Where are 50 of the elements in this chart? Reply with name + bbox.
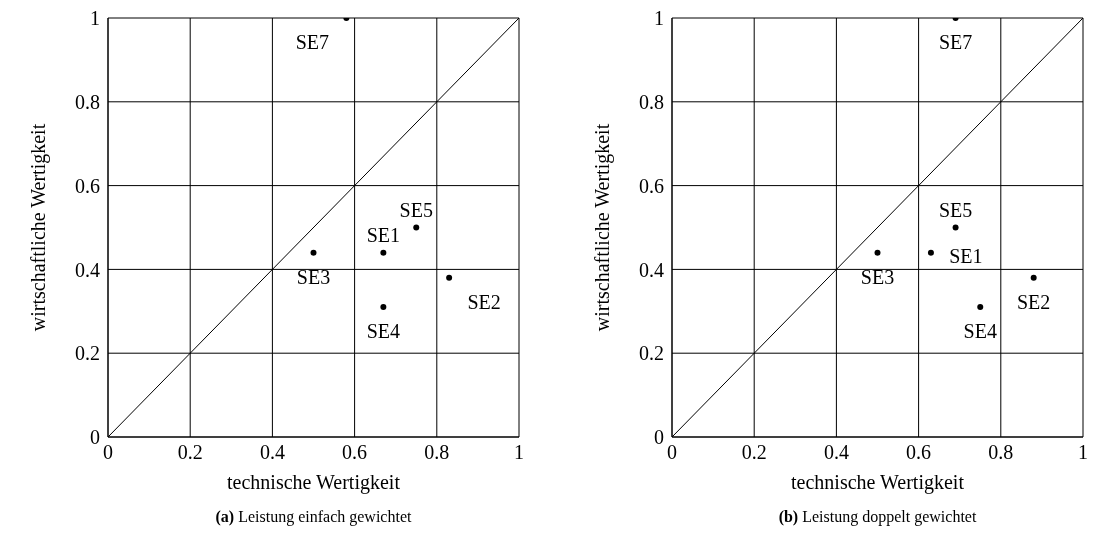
series-label: SE7 bbox=[295, 31, 330, 53]
series-label: SE3 bbox=[296, 265, 331, 288]
point bbox=[380, 304, 387, 311]
x-tick-label: 0.4 bbox=[259, 441, 285, 464]
y-tick-label: 1 bbox=[90, 7, 100, 30]
point bbox=[446, 274, 453, 281]
y-tick-label: 0.2 bbox=[75, 342, 100, 365]
point bbox=[1030, 274, 1037, 281]
series-label: SE7 bbox=[938, 31, 973, 53]
text: (a) Leistung einfach gewichtet bbox=[214, 508, 413, 526]
x-tick-label: 0.8 bbox=[424, 441, 450, 464]
y-tick-label: 1 bbox=[654, 7, 664, 30]
x-tick-label: 0.4 bbox=[823, 441, 849, 464]
y-tick-label: 0.8 bbox=[639, 90, 664, 113]
x-axis-title: technische Wertigkeit bbox=[791, 471, 965, 494]
x-tick-label: 0.8 bbox=[988, 441, 1014, 464]
y-tick-label: 0.6 bbox=[639, 174, 664, 197]
series-label: SE2 bbox=[467, 290, 501, 313]
point bbox=[413, 224, 420, 231]
text: (b) Leistung doppelt gewichtet bbox=[777, 508, 978, 526]
point bbox=[310, 249, 317, 256]
y-tick-label: 0.8 bbox=[75, 90, 100, 113]
series-label: SE5 bbox=[399, 198, 433, 221]
x-tick-label: 0.2 bbox=[177, 441, 203, 464]
series-label: SE1 bbox=[949, 244, 983, 267]
x-tick-label: 0.6 bbox=[342, 441, 368, 464]
y-tick-label: 0.4 bbox=[639, 258, 664, 281]
y-tick-label: 0.2 bbox=[639, 342, 664, 365]
point bbox=[927, 249, 934, 256]
y-tick-label: 0 bbox=[90, 426, 100, 449]
x-axis-title: technische Wertigkeit bbox=[227, 471, 401, 494]
x-tick-label: 1 bbox=[514, 441, 524, 464]
series-label: SE2 bbox=[1017, 290, 1051, 313]
series-label: SE4 bbox=[963, 320, 997, 343]
y-tick-label: 0.4 bbox=[75, 258, 100, 281]
x-tick-label: 0.6 bbox=[906, 441, 932, 464]
point bbox=[977, 304, 984, 311]
x-tick-label: 0.2 bbox=[741, 441, 767, 464]
y-tick-label: 0.6 bbox=[75, 174, 100, 197]
series-label: SE4 bbox=[366, 320, 401, 343]
series-label: SE1 bbox=[366, 223, 401, 246]
y-tick-label: 0 bbox=[654, 426, 664, 449]
y-axis-title: wirtschaftliche Wertigkeit bbox=[591, 123, 615, 332]
x-tick-label: 1 bbox=[1078, 441, 1088, 464]
y-axis-title: wirtschaftliche Wertigkeit bbox=[27, 123, 51, 332]
series-label: SE5 bbox=[938, 198, 973, 221]
point bbox=[952, 224, 959, 231]
series-label: SE3 bbox=[860, 265, 895, 288]
point bbox=[874, 249, 881, 256]
point bbox=[380, 249, 387, 256]
